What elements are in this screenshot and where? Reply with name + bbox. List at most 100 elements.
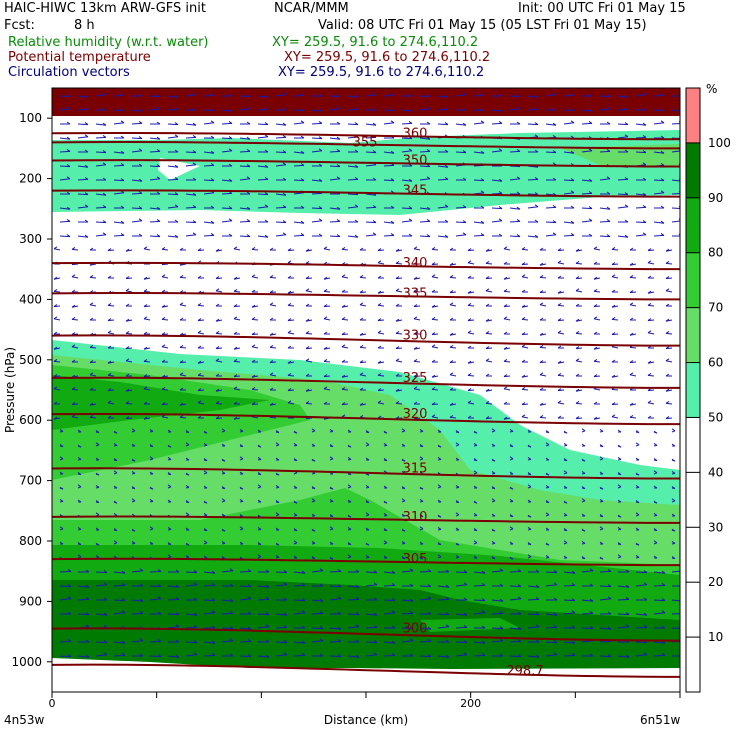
wind-vector-head [311, 486, 316, 490]
wind-vector [203, 179, 215, 182]
wind-vector [347, 235, 359, 238]
wind-vector-head [553, 640, 558, 644]
wind-vector [629, 416, 637, 419]
wind-vector [329, 178, 341, 181]
wind-vector [275, 164, 287, 167]
wind-vector [167, 95, 179, 98]
wind-vector [347, 136, 359, 139]
wind-vector [311, 150, 323, 153]
wind-vector-head [59, 486, 64, 490]
wind-vector-head [251, 304, 256, 308]
wind-vector-head [611, 402, 616, 406]
wind-vector-head [390, 232, 395, 236]
wind-vector-head [264, 106, 269, 110]
wind-vector-head [365, 457, 370, 461]
theta-contour-line [52, 467, 680, 480]
wind-vector-head [77, 429, 82, 433]
wind-vector [293, 122, 305, 125]
wind-vector [59, 137, 71, 140]
wind-vector-head [113, 528, 118, 532]
wind-vector [401, 150, 413, 153]
wind-vector [239, 137, 251, 140]
wind-vector [179, 374, 187, 377]
wind-vector-head [337, 611, 342, 615]
theta-contour-label: 355 [353, 135, 378, 150]
wind-vector [59, 150, 71, 153]
wind-vector [491, 612, 504, 615]
wind-vector-head [571, 640, 576, 644]
wind-vector [437, 585, 450, 588]
wind-vector [635, 94, 647, 97]
wind-vector-head [161, 359, 166, 363]
wind-vector-head [599, 514, 604, 518]
wind-vector-head [377, 360, 382, 364]
wind-vector-head [210, 232, 215, 236]
wind-vector-head [329, 498, 334, 502]
wind-vector-head [589, 653, 594, 657]
wind-vector-head [665, 346, 670, 350]
wind-vector [347, 193, 359, 196]
wind-vector [383, 654, 396, 657]
wind-vector-head [629, 414, 634, 418]
wind-vector-head [257, 429, 262, 433]
wind-vector-head [161, 289, 166, 293]
wind-vector-head [581, 540, 586, 544]
wind-vector [545, 571, 558, 574]
wind-vector-head [552, 232, 557, 236]
wind-vector-head [485, 373, 490, 377]
wind-vector-head [269, 302, 274, 306]
wind-vector [275, 584, 288, 587]
wind-vector-head [563, 512, 568, 516]
wind-vector-head [449, 414, 454, 418]
wind-vector [167, 655, 180, 658]
wind-vector-head [575, 288, 580, 292]
wind-vector-head [372, 150, 377, 154]
wind-vector [599, 585, 612, 588]
wind-vector-head [77, 484, 82, 488]
field-xy-rh: XY= 259.5, 91.6 to 274.6,110.2 [272, 35, 479, 50]
wind-vector [419, 235, 431, 238]
wind-vector-head [66, 191, 71, 195]
theta-contour-line [52, 292, 680, 301]
wind-vector-head [588, 108, 593, 112]
wind-vector [71, 416, 79, 419]
wind-vector-head [409, 638, 414, 642]
wind-vector [653, 234, 665, 237]
wind-vector-head [426, 176, 431, 180]
wind-vector-head [539, 247, 544, 251]
wind-vector [593, 318, 601, 321]
wind-vector-head [179, 372, 184, 376]
wind-vector-head [139, 610, 144, 614]
wind-vector-head [480, 190, 485, 194]
wind-vector [581, 179, 593, 182]
wind-vector [455, 151, 467, 154]
wind-vector [203, 612, 216, 615]
wind-vector-head [185, 500, 190, 504]
wind-vector-head [221, 458, 226, 462]
wind-vector-head [329, 486, 334, 490]
wind-vector [521, 388, 529, 391]
wind-vector [599, 207, 611, 210]
wind-vector-head [517, 568, 522, 572]
wind-vector-head [413, 316, 418, 320]
wind-vector-head [373, 570, 378, 574]
wind-vector-head [167, 554, 172, 558]
wind-vector-head [606, 234, 611, 238]
wind-vector [251, 248, 259, 251]
wind-vector-head [125, 248, 130, 252]
wind-vector-head [323, 261, 328, 265]
theta-contour-line [52, 141, 680, 150]
wind-vector-head [125, 358, 130, 362]
wind-vector-head [625, 654, 630, 658]
wind-vector-head [341, 289, 346, 293]
wind-vector [449, 304, 457, 307]
wind-vector [221, 137, 233, 140]
wind-vector-head [53, 358, 58, 362]
wind-vector [455, 221, 467, 224]
wind-vector-head [552, 220, 557, 224]
wind-vector [239, 655, 252, 658]
wind-vector-head [247, 596, 252, 600]
wind-vector [611, 248, 619, 251]
wind-vector [215, 332, 223, 335]
wind-vector-head [575, 318, 580, 322]
